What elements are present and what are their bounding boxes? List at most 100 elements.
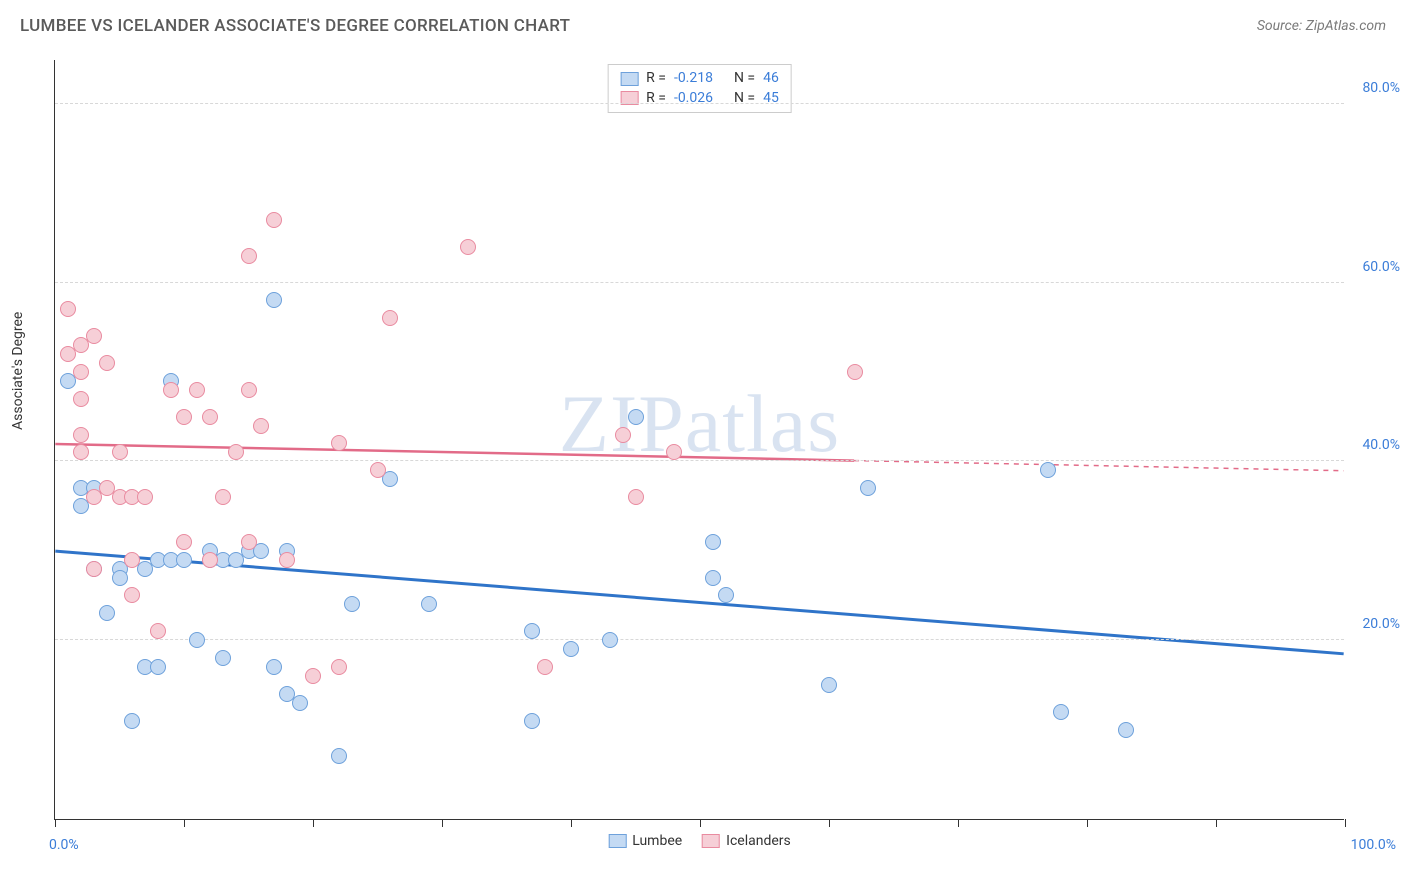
r-value: -0.218 bbox=[674, 69, 726, 89]
data-point bbox=[73, 364, 89, 380]
data-point bbox=[73, 427, 89, 443]
n-value: 46 bbox=[763, 69, 779, 89]
y-tick-label: 80.0% bbox=[1362, 80, 1400, 96]
data-point bbox=[112, 570, 128, 586]
data-point bbox=[628, 409, 644, 425]
data-point bbox=[241, 248, 257, 264]
data-point bbox=[215, 489, 231, 505]
data-point bbox=[821, 677, 837, 693]
data-point bbox=[382, 471, 398, 487]
data-point bbox=[860, 480, 876, 496]
legend-swatch bbox=[608, 834, 626, 848]
data-point bbox=[344, 596, 360, 612]
grid-line bbox=[55, 460, 1344, 461]
data-point bbox=[370, 462, 386, 478]
legend-item: Lumbee bbox=[608, 833, 682, 849]
data-point bbox=[86, 328, 102, 344]
watermark-text: ZIPatlas bbox=[559, 377, 840, 471]
x-axis-min-label: 0.0% bbox=[49, 837, 79, 853]
data-point bbox=[705, 570, 721, 586]
data-point bbox=[163, 382, 179, 398]
data-point bbox=[189, 382, 205, 398]
source-attribution: Source: ZipAtlas.com bbox=[1257, 18, 1386, 34]
data-point bbox=[150, 659, 166, 675]
data-point bbox=[382, 310, 398, 326]
data-point bbox=[241, 382, 257, 398]
data-point bbox=[847, 364, 863, 380]
y-tick-label: 20.0% bbox=[1362, 616, 1400, 632]
data-point bbox=[331, 435, 347, 451]
data-point bbox=[718, 587, 734, 603]
x-tick bbox=[829, 819, 830, 827]
data-point bbox=[615, 427, 631, 443]
data-point bbox=[150, 623, 166, 639]
x-tick bbox=[184, 819, 185, 827]
trend-lines bbox=[55, 60, 1344, 819]
n-value: 45 bbox=[763, 89, 779, 109]
data-point bbox=[176, 534, 192, 550]
grid-line bbox=[55, 639, 1344, 640]
x-axis-max-label: 100.0% bbox=[1351, 837, 1396, 853]
grid-line bbox=[55, 103, 1344, 104]
data-point bbox=[305, 668, 321, 684]
scatter-chart: ZIPatlas R =-0.218N =46R =-0.026N =45 Lu… bbox=[54, 60, 1344, 820]
chart-title: LUMBEE VS ICELANDER ASSOCIATE'S DEGREE C… bbox=[20, 16, 570, 36]
data-point bbox=[331, 659, 347, 675]
legend-label: Icelanders bbox=[726, 833, 791, 849]
data-point bbox=[176, 552, 192, 568]
data-point bbox=[1040, 462, 1056, 478]
data-point bbox=[279, 552, 295, 568]
r-label: R = bbox=[646, 89, 666, 109]
x-tick bbox=[55, 819, 56, 827]
grid-line bbox=[55, 282, 1344, 283]
correlation-stats-box: R =-0.218N =46R =-0.026N =45 bbox=[607, 64, 792, 113]
x-tick bbox=[313, 819, 314, 827]
data-point bbox=[253, 418, 269, 434]
x-tick bbox=[1216, 819, 1217, 827]
data-point bbox=[666, 444, 682, 460]
data-point bbox=[563, 641, 579, 657]
data-point bbox=[137, 489, 153, 505]
data-point bbox=[460, 239, 476, 255]
r-label: R = bbox=[646, 69, 666, 89]
data-point bbox=[1053, 704, 1069, 720]
data-point bbox=[124, 587, 140, 603]
x-tick bbox=[1345, 819, 1346, 827]
data-point bbox=[176, 409, 192, 425]
data-point bbox=[124, 552, 140, 568]
data-point bbox=[73, 391, 89, 407]
x-tick bbox=[700, 819, 701, 827]
data-point bbox=[241, 534, 257, 550]
data-point bbox=[202, 409, 218, 425]
data-point bbox=[189, 632, 205, 648]
series-swatch bbox=[620, 72, 638, 86]
stats-row: R =-0.218N =46 bbox=[620, 69, 779, 89]
data-point bbox=[705, 534, 721, 550]
y-tick-label: 40.0% bbox=[1362, 437, 1400, 453]
data-point bbox=[228, 444, 244, 460]
stats-row: R =-0.026N =45 bbox=[620, 89, 779, 109]
data-point bbox=[524, 713, 540, 729]
y-tick-label: 60.0% bbox=[1362, 259, 1400, 275]
data-point bbox=[215, 650, 231, 666]
data-point bbox=[537, 659, 553, 675]
data-point bbox=[266, 212, 282, 228]
data-point bbox=[253, 543, 269, 559]
data-point bbox=[266, 292, 282, 308]
x-tick bbox=[442, 819, 443, 827]
x-tick bbox=[1087, 819, 1088, 827]
data-point bbox=[202, 552, 218, 568]
x-tick bbox=[571, 819, 572, 827]
data-point bbox=[124, 713, 140, 729]
data-point bbox=[331, 748, 347, 764]
data-point bbox=[292, 695, 308, 711]
data-point bbox=[60, 301, 76, 317]
x-tick bbox=[958, 819, 959, 827]
data-point bbox=[524, 623, 540, 639]
data-point bbox=[1118, 722, 1134, 738]
r-value: -0.026 bbox=[674, 89, 726, 109]
legend-label: Lumbee bbox=[632, 833, 682, 849]
y-axis-label: Associate's Degree bbox=[10, 312, 26, 430]
data-point bbox=[73, 444, 89, 460]
data-point bbox=[421, 596, 437, 612]
